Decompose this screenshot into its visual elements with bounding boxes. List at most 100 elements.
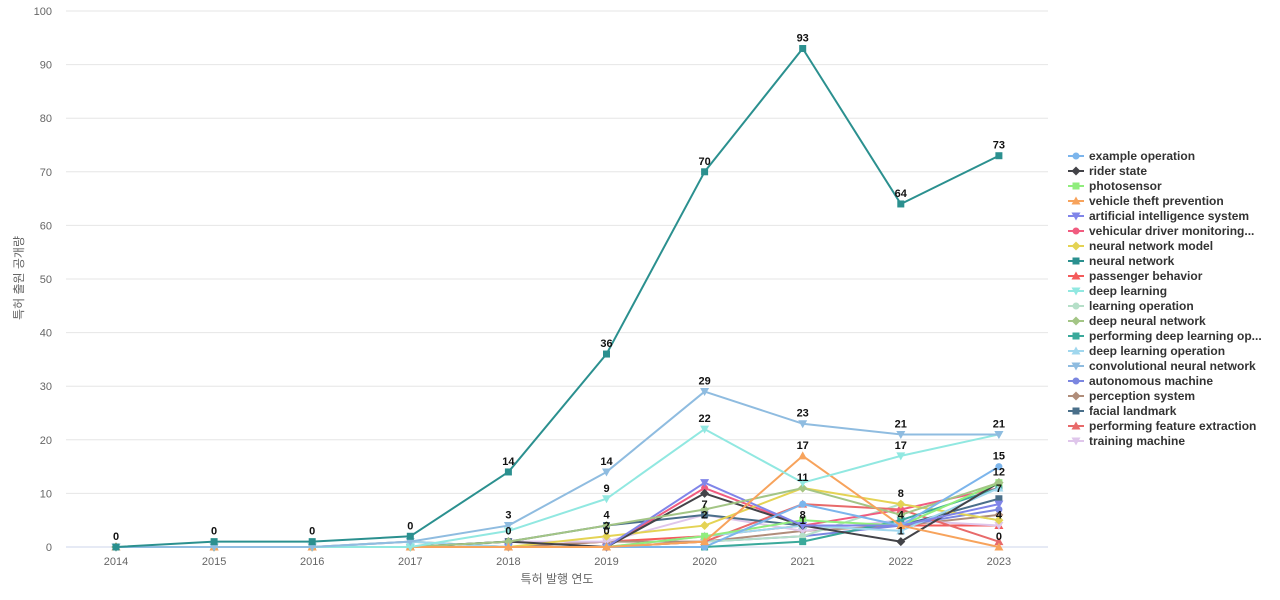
data-point[interactable] — [503, 537, 513, 547]
series-training-machine[interactable] — [111, 511, 1004, 552]
data-point[interactable] — [995, 463, 1003, 471]
data-point[interactable] — [799, 45, 807, 53]
legend-item[interactable]: rider state — [1068, 164, 1147, 178]
legend-item[interactable]: performing feature extraction — [1068, 419, 1256, 433]
legend-item[interactable]: deep learning — [1068, 284, 1167, 298]
legend-item[interactable]: neural network model — [1068, 239, 1213, 253]
legend-item[interactable]: convolutional neural network — [1068, 359, 1256, 373]
data-point[interactable] — [701, 532, 709, 540]
data-point[interactable] — [307, 543, 317, 552]
data-point[interactable] — [112, 543, 120, 551]
data-point[interactable] — [701, 511, 709, 519]
legend-marker[interactable] — [1071, 316, 1081, 326]
legend-marker[interactable] — [1071, 212, 1081, 221]
legend-item[interactable]: passenger behavior — [1068, 269, 1203, 283]
data-point[interactable] — [602, 495, 611, 504]
legend-item[interactable]: training machine — [1068, 434, 1185, 448]
data-point[interactable] — [503, 527, 513, 536]
legend-item[interactable]: deep neural network — [1068, 314, 1206, 328]
data-point[interactable] — [504, 468, 512, 476]
data-point[interactable] — [503, 522, 513, 531]
legend-marker[interactable] — [1072, 152, 1080, 160]
data-point[interactable] — [896, 526, 906, 535]
data-point[interactable] — [896, 430, 906, 439]
legend-item[interactable]: facial landmark — [1068, 404, 1177, 418]
data-point[interactable] — [896, 521, 906, 530]
legend-item[interactable]: perception system — [1068, 389, 1195, 403]
legend-marker[interactable] — [1071, 362, 1081, 371]
legend-marker[interactable] — [1071, 196, 1081, 205]
data-point[interactable] — [700, 537, 710, 546]
series-line[interactable] — [115, 47, 1000, 548]
data-point[interactable] — [406, 532, 414, 540]
legend-marker[interactable] — [1072, 227, 1080, 235]
legend-item[interactable]: deep learning operation — [1068, 344, 1225, 358]
data-point[interactable] — [897, 200, 905, 208]
legend-marker[interactable] — [1072, 407, 1080, 415]
data-point[interactable] — [700, 488, 710, 498]
data-point[interactable] — [798, 451, 808, 460]
data-point[interactable] — [602, 531, 611, 541]
data-point[interactable] — [799, 538, 807, 546]
data-point[interactable] — [896, 510, 906, 520]
data-point[interactable] — [994, 537, 1004, 546]
data-point[interactable] — [798, 522, 808, 531]
legend-marker[interactable] — [1071, 437, 1081, 446]
data-point[interactable] — [701, 484, 709, 492]
data-point[interactable] — [994, 510, 1004, 520]
series-perception-system[interactable] — [111, 510, 1004, 552]
data-point[interactable] — [896, 537, 906, 547]
series-performing-deep-learning-op-[interactable] — [112, 484, 1003, 551]
data-point[interactable] — [700, 425, 710, 434]
data-point[interactable] — [701, 543, 709, 551]
legend-item[interactable]: example operation — [1068, 149, 1195, 163]
data-point[interactable] — [405, 543, 415, 552]
legend-marker[interactable] — [1072, 377, 1080, 385]
data-point[interactable] — [994, 542, 1004, 551]
legend-item[interactable]: photosensor — [1068, 179, 1162, 193]
series-neural-network[interactable] — [112, 45, 1003, 551]
data-point[interactable] — [798, 479, 808, 488]
data-point[interactable] — [503, 542, 513, 551]
legend-marker[interactable] — [1072, 332, 1080, 340]
legend-item[interactable]: vehicular driver monitoring... — [1068, 224, 1254, 238]
data-point[interactable] — [995, 152, 1003, 160]
data-point[interactable] — [210, 538, 218, 546]
series-vehicular-driver-monitoring-[interactable] — [112, 484, 1003, 551]
legend-marker[interactable] — [1071, 346, 1081, 355]
series-line[interactable] — [116, 390, 999, 548]
data-point[interactable] — [700, 504, 710, 514]
data-point[interactable] — [308, 538, 316, 546]
data-point[interactable] — [897, 505, 905, 513]
data-point[interactable] — [994, 522, 1004, 531]
data-point[interactable] — [994, 515, 1004, 525]
legend-marker[interactable] — [1071, 241, 1081, 251]
legend-marker[interactable] — [1071, 271, 1081, 280]
data-point[interactable] — [799, 500, 807, 508]
data-point[interactable] — [798, 420, 808, 429]
legend-item[interactable]: artificial intelligence system — [1068, 209, 1249, 223]
legend-item[interactable]: learning operation — [1068, 299, 1194, 313]
data-point[interactable] — [405, 538, 415, 547]
data-point[interactable] — [700, 388, 710, 397]
legend-marker[interactable] — [1072, 302, 1080, 310]
data-point[interactable] — [995, 495, 1003, 503]
legend-marker[interactable] — [1071, 166, 1081, 176]
data-point[interactable] — [700, 521, 710, 531]
data-point[interactable] — [602, 521, 611, 531]
data-point[interactable] — [994, 478, 1004, 488]
data-point[interactable] — [602, 542, 611, 551]
data-point[interactable] — [896, 499, 906, 509]
data-point[interactable] — [994, 430, 1004, 439]
legend-marker[interactable] — [1071, 391, 1081, 401]
legend-item[interactable]: neural network — [1068, 254, 1175, 268]
data-point[interactable] — [602, 538, 611, 547]
legend-marker[interactable] — [1072, 182, 1080, 190]
legend-item[interactable]: vehicle theft prevention — [1068, 194, 1224, 208]
legend-item[interactable]: performing deep learning op... — [1068, 329, 1262, 343]
data-point[interactable] — [897, 516, 905, 524]
data-point[interactable] — [603, 350, 610, 358]
data-point[interactable] — [798, 527, 808, 536]
data-point[interactable] — [209, 543, 219, 552]
legend-marker[interactable] — [1071, 421, 1081, 430]
